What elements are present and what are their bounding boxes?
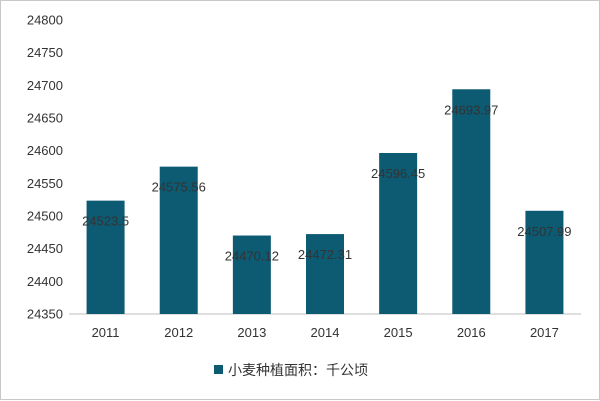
bar: [232, 235, 271, 314]
data-label: 24523.5: [82, 214, 129, 229]
bar: [525, 210, 564, 314]
y-tick-label: 24600: [27, 143, 63, 158]
y-tick-label: 24800: [27, 13, 63, 28]
legend: 小麦种植面积：千公顷: [214, 362, 368, 378]
y-tick-label: 24650: [27, 111, 63, 126]
y-tick-label: 24450: [27, 241, 63, 256]
y-tick-label: 24750: [27, 45, 63, 60]
data-labels: 24523.5 24575.56 24470.12 24472.31 24596.45 2…: [82, 102, 571, 263]
legend-swatch: [214, 365, 223, 374]
bar: [159, 166, 198, 314]
bars: [86, 89, 564, 314]
data-label: 24596.45: [371, 166, 425, 181]
bar: [379, 152, 418, 314]
legend-label: 小麦种植面积：千公顷: [228, 362, 368, 378]
x-tick-label: 2014: [311, 325, 340, 340]
bar: [86, 200, 125, 314]
y-axis: 24350 24400 24450 24500 24550 24600 24650 24700…: [27, 13, 63, 322]
y-tick-label: 24500: [27, 209, 63, 224]
data-label: 24507.99: [517, 224, 571, 239]
x-tick-label: 2016: [457, 325, 486, 340]
x-tick-label: 2017: [530, 325, 559, 340]
data-label: 24575.56: [152, 180, 206, 195]
x-tick-label: 2012: [164, 325, 193, 340]
y-tick-label: 24400: [27, 274, 63, 289]
y-tick-label: 24550: [27, 176, 63, 191]
bar: [452, 89, 491, 314]
data-label: 24472.31: [298, 247, 352, 262]
y-tick-label: 24700: [27, 78, 63, 93]
x-axis: 2011 2012 2013 2014 2015 2016 2017: [69, 313, 581, 340]
x-tick-label: 2011: [92, 325, 120, 340]
data-label: 24470.12: [225, 249, 279, 264]
bar: [306, 234, 344, 314]
data-label: 24693.97: [444, 102, 498, 117]
y-tick-label: 24350: [27, 307, 63, 322]
x-tick-label: 2015: [384, 325, 413, 340]
x-tick-label: 2013: [237, 325, 266, 340]
